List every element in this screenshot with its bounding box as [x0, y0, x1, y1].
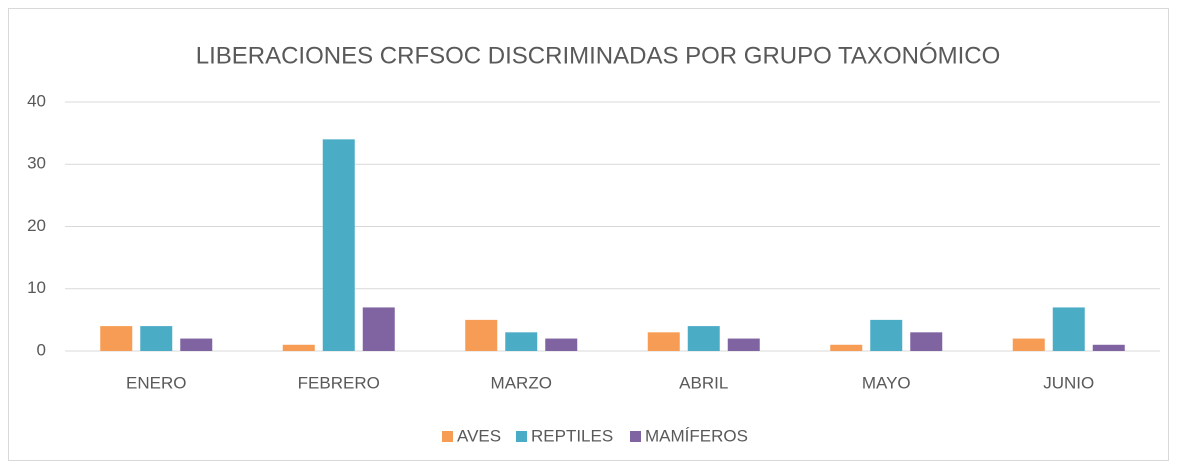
bar	[1012, 338, 1045, 351]
bar	[465, 319, 498, 351]
bar	[545, 338, 578, 351]
bar	[282, 344, 315, 351]
bar	[1092, 344, 1125, 351]
bar	[687, 326, 720, 351]
y-tick-label: 20	[27, 216, 46, 235]
y-tick-label: 40	[27, 91, 46, 110]
bar	[830, 344, 863, 351]
legend-swatch	[516, 431, 527, 442]
x-tick-label: ABRIL	[679, 373, 728, 392]
bar	[362, 307, 395, 351]
legend-label: MAMÍFEROS	[645, 426, 748, 445]
legend-swatch	[442, 431, 453, 442]
chart-title: LIBERACIONES CRFSOC DISCRIMINADAS POR GR…	[196, 42, 1001, 69]
bar	[180, 338, 213, 351]
chart-border	[8, 8, 1169, 461]
x-tick-label: ENERO	[126, 373, 186, 392]
legend-label: REPTILES	[531, 426, 613, 445]
bar	[322, 139, 355, 351]
bar	[870, 319, 903, 351]
x-tick-label: MARZO	[491, 373, 552, 392]
bar	[100, 326, 133, 351]
bar	[505, 332, 538, 351]
legend-label: AVES	[457, 426, 501, 445]
x-tick-label: JUNIO	[1043, 373, 1094, 392]
x-tick-label: MAYO	[862, 373, 911, 392]
bar	[910, 332, 943, 351]
legend-swatch	[630, 431, 641, 442]
y-tick-label: 30	[27, 154, 46, 173]
bar	[1052, 307, 1085, 351]
bar	[140, 326, 173, 351]
y-tick-label: 0	[37, 340, 46, 359]
bar	[647, 332, 680, 351]
bar	[727, 338, 760, 351]
y-tick-label: 10	[27, 278, 46, 297]
x-tick-label: FEBRERO	[298, 373, 380, 392]
